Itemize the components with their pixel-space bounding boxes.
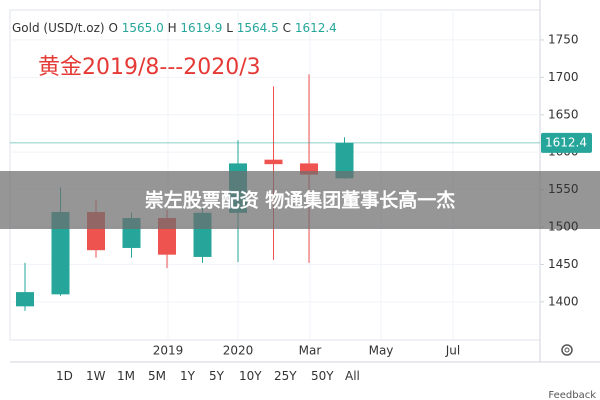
y-tick-label: 1700 (548, 70, 579, 84)
y-tick-label: 1450 (548, 257, 579, 271)
y-tick-label: 1400 (548, 294, 579, 308)
y-tick-label: 1550 (548, 182, 579, 196)
chart-title: 黄金2019/8---2020/3 (38, 55, 261, 80)
header-item: H (168, 21, 177, 35)
header-item: 1612.4 (295, 21, 337, 35)
gear[interactable] (561, 344, 573, 356)
y-tick-label: 1750 (548, 32, 579, 46)
range-button[interactable]: 1M (117, 369, 135, 383)
x-tick-label: Jul (445, 344, 460, 358)
x-tick-label: Mar (299, 344, 322, 358)
y-tick-label: 1650 (548, 107, 579, 121)
header-item: L (226, 21, 233, 35)
last-price-label: 1612.4 (545, 135, 587, 149)
range-button[interactable]: 5Y (209, 369, 224, 383)
candle-body (51, 212, 70, 295)
header-item: Gold (USD/t.oz) (12, 21, 105, 35)
overlay-banner (0, 171, 600, 229)
range-button[interactable]: 10Y (239, 369, 262, 383)
feedback[interactable]: Feedback (548, 390, 596, 400)
candle-body (264, 159, 283, 165)
candle-body (16, 292, 34, 307)
range-button[interactable]: 1D (56, 369, 73, 383)
header-item: 1564.5 (237, 21, 279, 35)
chart-header: Gold (USD/t.oz) O 1565.0 H 1619.9 L 1564… (12, 21, 337, 35)
candle-body (335, 142, 354, 179)
x-tick-label: May (369, 344, 394, 358)
y-tick-label: 1500 (548, 220, 579, 234)
range-button[interactable]: 1W (86, 369, 106, 383)
x-tick-label: 2020 (223, 344, 254, 358)
range-button[interactable]: 5M (148, 369, 166, 383)
range-button[interactable]: 25Y (274, 369, 297, 383)
x-tick-label: 2019 (153, 344, 184, 358)
header-item: 1619.9 (180, 21, 222, 35)
header-item: C (283, 21, 291, 35)
range-button[interactable]: 1Y (180, 369, 195, 383)
last-price-box (541, 132, 592, 153)
overlay-text: 崇左股票配资 物通集团董事长高一杰 (145, 189, 456, 212)
range-button[interactable]: 50Y (311, 369, 334, 383)
header-item: O (108, 21, 117, 35)
settings-icon[interactable] (561, 344, 573, 356)
candle-body (300, 163, 318, 175)
gear-center[interactable] (564, 347, 570, 353)
range-button[interactable]: All (345, 369, 360, 383)
header-item: 1565.0 (122, 21, 164, 35)
